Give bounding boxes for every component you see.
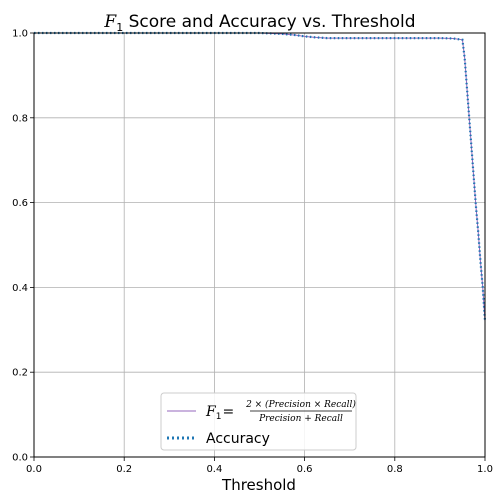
x-tick-label: 0.4: [206, 464, 222, 475]
legend-f1-lhs: F1=: [205, 404, 234, 422]
legend: F1= 2 × (Precision × Recall) Precision +…: [160, 392, 357, 451]
plot-area: [34, 33, 485, 457]
title-subscript: 1: [116, 21, 123, 34]
legend-accuracy-label: Accuracy: [206, 431, 270, 447]
y-tick-label: 0.6: [12, 198, 28, 209]
title-rest: Score and Accuracy vs. Threshold: [123, 12, 415, 32]
y-tick-label: 0.2: [12, 368, 28, 379]
y-tick-label: 0.8: [12, 113, 28, 124]
y-tick-label: 0.4: [12, 283, 28, 294]
legend-f1-f: F: [205, 404, 217, 420]
legend-f1-denominator: Precision + Recall: [258, 414, 343, 424]
title-f: F: [103, 12, 117, 32]
x-tick-label: 1.0: [477, 464, 493, 475]
legend-f1-numerator: 2 × (Precision × Recall): [245, 399, 356, 410]
x-tick-label: 0.2: [116, 464, 132, 475]
series-line-accuracy: [34, 31, 487, 322]
legend-f1-eq: =: [222, 404, 234, 420]
legend-box: [160, 392, 357, 451]
y-tick-label: 1.0: [12, 29, 28, 40]
x-tick-label: 0.8: [387, 464, 403, 475]
x-axis-label: Threshold: [221, 476, 296, 494]
y-axis-ticks: 0.0 0.2 0.4 0.6 0.8 1.0: [12, 29, 34, 464]
x-axis-ticks: 0.0 0.2 0.4 0.6 0.8 1.0: [26, 457, 493, 475]
y-tick-label: 0.0: [12, 453, 28, 464]
x-tick-label: 0.0: [26, 464, 42, 475]
chart-title: F1 Score and Accuracy vs. Threshold: [103, 12, 415, 34]
legend-f1-sub: 1: [216, 412, 222, 422]
x-tick-label: 0.6: [297, 464, 313, 475]
axes-frame: [33, 32, 486, 458]
